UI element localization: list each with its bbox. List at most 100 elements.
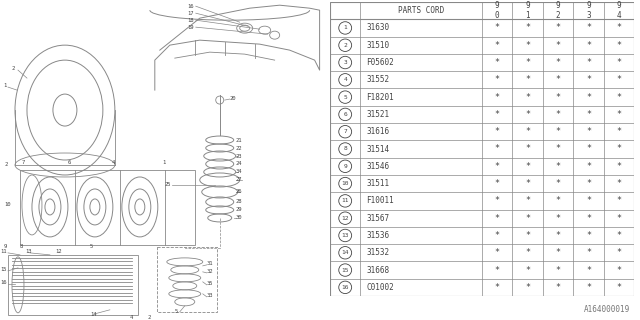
Text: 16: 16 [342, 285, 349, 290]
Text: *: * [556, 196, 561, 205]
Text: *: * [586, 162, 591, 171]
Text: *: * [556, 214, 561, 223]
Text: 4: 4 [130, 315, 133, 320]
Text: *: * [556, 266, 561, 275]
Text: 31616: 31616 [367, 127, 390, 136]
Text: *: * [495, 92, 500, 102]
Text: *: * [556, 23, 561, 32]
Text: 15: 15 [0, 268, 6, 272]
Text: *: * [495, 248, 500, 257]
Text: 31546: 31546 [367, 162, 390, 171]
Text: 14: 14 [342, 250, 349, 255]
Text: 2: 2 [12, 66, 15, 71]
Text: 2: 2 [148, 315, 151, 320]
Text: F05602: F05602 [367, 58, 394, 67]
Text: *: * [556, 58, 561, 67]
Text: *: * [525, 41, 530, 50]
Text: *: * [525, 196, 530, 205]
Text: *: * [495, 23, 500, 32]
Text: 1: 1 [3, 83, 6, 88]
Text: *: * [556, 231, 561, 240]
Text: *: * [616, 75, 621, 84]
Text: 15: 15 [342, 268, 349, 273]
Text: *: * [616, 58, 621, 67]
Text: 18: 18 [188, 18, 195, 23]
Text: 31630: 31630 [367, 23, 390, 32]
Text: 31521: 31521 [367, 110, 390, 119]
Text: 17: 17 [188, 11, 195, 16]
Text: 2: 2 [5, 163, 8, 167]
Text: 24: 24 [236, 162, 242, 166]
Text: 16: 16 [0, 280, 6, 285]
Bar [8, 255, 138, 315]
Text: *: * [616, 196, 621, 205]
Text: *: * [586, 75, 591, 84]
Text: *: * [556, 75, 561, 84]
Text: 23: 23 [236, 154, 242, 158]
Text: *: * [495, 266, 500, 275]
Text: 4: 4 [343, 77, 347, 82]
Text: *: * [525, 110, 530, 119]
Text: *: * [495, 75, 500, 84]
Text: 29: 29 [236, 207, 242, 212]
Text: *: * [495, 162, 500, 171]
Text: 5: 5 [90, 244, 93, 249]
Text: 4: 4 [112, 161, 115, 165]
Text: A164000019: A164000019 [584, 305, 630, 314]
Text: *: * [525, 23, 530, 32]
Text: 32: 32 [207, 269, 213, 274]
Text: 6: 6 [343, 112, 347, 117]
Text: *: * [525, 248, 530, 257]
Text: *: * [525, 283, 530, 292]
Text: 31514: 31514 [367, 145, 390, 154]
Text: *: * [525, 266, 530, 275]
Text: *: * [495, 145, 500, 154]
Text: 31536: 31536 [367, 231, 390, 240]
Text: 31511: 31511 [367, 179, 390, 188]
Text: 9
1: 9 1 [525, 1, 530, 20]
Text: 9
2: 9 2 [556, 1, 560, 20]
Text: 9
0: 9 0 [495, 1, 499, 20]
Text: *: * [556, 41, 561, 50]
Text: 11: 11 [342, 198, 349, 204]
Bar [20, 170, 195, 245]
Text: 31668: 31668 [367, 266, 390, 275]
Text: *: * [616, 266, 621, 275]
Text: *: * [525, 92, 530, 102]
Text: F18201: F18201 [367, 92, 394, 102]
Text: *: * [556, 92, 561, 102]
Text: *: * [616, 23, 621, 32]
Text: 19: 19 [188, 25, 195, 30]
Text: *: * [525, 75, 530, 84]
Text: *: * [525, 231, 530, 240]
Text: 20: 20 [230, 96, 236, 100]
Text: 14: 14 [90, 312, 97, 317]
Text: 31: 31 [207, 261, 213, 266]
Text: *: * [616, 110, 621, 119]
Text: 7: 7 [343, 129, 347, 134]
Text: *: * [586, 92, 591, 102]
Text: *: * [616, 145, 621, 154]
Text: 6: 6 [68, 161, 71, 165]
Text: 1: 1 [343, 26, 347, 30]
Text: *: * [525, 162, 530, 171]
Text: 12: 12 [55, 249, 61, 254]
Text: *: * [495, 231, 500, 240]
Text: 9
4: 9 4 [616, 1, 621, 20]
Text: 28: 28 [236, 199, 242, 204]
Text: *: * [556, 127, 561, 136]
Text: 5: 5 [343, 95, 347, 100]
Text: *: * [495, 41, 500, 50]
Text: *: * [616, 231, 621, 240]
Text: 8: 8 [20, 244, 23, 249]
Text: 31532: 31532 [367, 248, 390, 257]
Text: *: * [616, 127, 621, 136]
Text: 31567: 31567 [367, 214, 390, 223]
Text: *: * [586, 145, 591, 154]
Text: 35: 35 [207, 281, 213, 286]
Text: 7: 7 [22, 161, 25, 165]
Text: *: * [616, 248, 621, 257]
Text: 9: 9 [343, 164, 347, 169]
Text: *: * [586, 23, 591, 32]
Text: 33: 33 [207, 293, 213, 298]
